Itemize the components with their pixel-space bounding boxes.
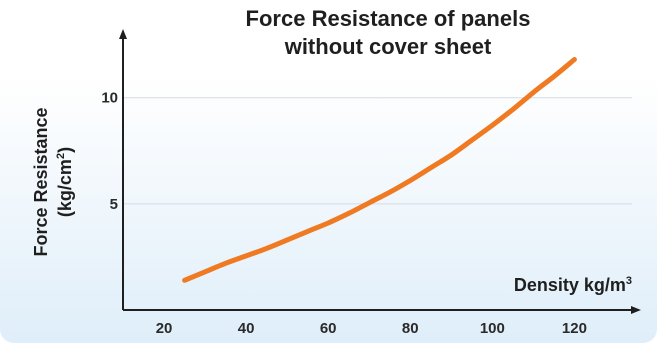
series-line: [182, 57, 577, 283]
series: [182, 57, 577, 283]
chart-title-line-2: without cover sheet: [284, 34, 492, 59]
x-tick-label: 100: [480, 320, 505, 337]
x-tick-label: 60: [320, 320, 337, 337]
tick-labels: 5 10 20 40 60 80 100 120: [101, 90, 587, 337]
y-axis-label-line-2: (kg/cm2): [55, 147, 75, 217]
y-axis-label: Force Resistance (kg/cm2): [31, 107, 75, 256]
grid-lines: [123, 97, 632, 205]
x-axis-label: Density kg/m3: [514, 275, 632, 295]
x-tick-label: 80: [402, 320, 419, 337]
x-tick-label: 20: [156, 320, 173, 337]
x-tick-label: 40: [238, 320, 255, 337]
x-tick-label: 120: [562, 320, 587, 337]
y-tick-label: 10: [101, 90, 118, 107]
y-axis-label-line-1: Force Resistance: [31, 107, 51, 256]
y-tick-label: 5: [110, 196, 118, 213]
chart-title-line-1: Force Resistance of panels: [246, 6, 531, 31]
